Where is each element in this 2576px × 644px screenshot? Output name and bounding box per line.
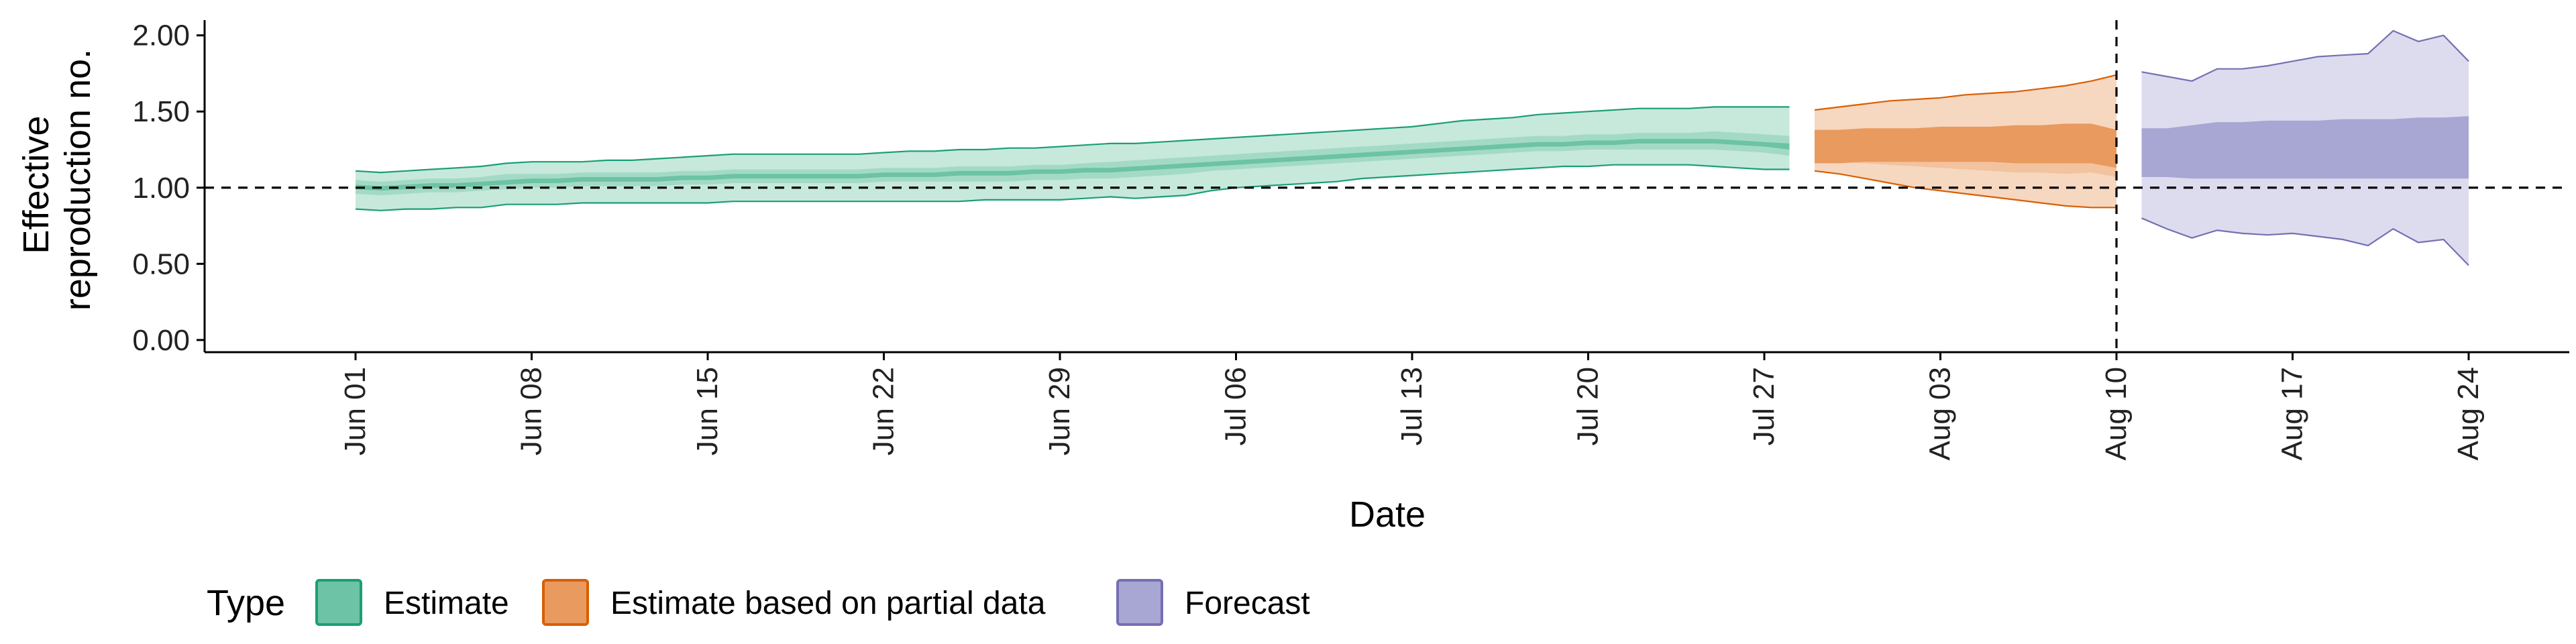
band-layer bbox=[355, 30, 2469, 266]
x-tick-label-11: Aug 17 bbox=[2276, 367, 2309, 460]
x-tick-label-7: Jul 20 bbox=[1572, 367, 1605, 445]
x-tick-label-9: Aug 03 bbox=[1924, 367, 1957, 460]
legend-label-forecast: Forecast bbox=[1185, 586, 1310, 621]
x-tick-label-5: Jul 06 bbox=[1220, 367, 1252, 445]
y-tick-label-3: 1.50 bbox=[132, 95, 190, 128]
reference-layer bbox=[205, 20, 2569, 352]
series-0-upper-edge bbox=[355, 106, 1790, 174]
y-tick-label-0: 0.00 bbox=[132, 324, 190, 357]
legend-key-estimate bbox=[315, 579, 362, 626]
legend-key-partial bbox=[542, 579, 589, 626]
x-tick-label-4: Jun 29 bbox=[1043, 367, 1076, 455]
y-tick-label-2: 1.00 bbox=[132, 172, 190, 205]
y-tick-label-1: 0.50 bbox=[132, 248, 190, 280]
legend: Type Estimate Estimate based on partial … bbox=[207, 579, 1310, 626]
series-2-median-band bbox=[2141, 116, 2469, 179]
y-tick-label-4: 2.00 bbox=[132, 19, 190, 52]
x-tick-layer: Jun 01 Jun 08 Jun 15 Jun 22 Jun 29 Jul 06 Jul … bbox=[339, 352, 2485, 460]
legend-title: Type bbox=[207, 583, 285, 623]
series-2-upper-edge bbox=[2141, 30, 2469, 82]
x-axis-title: Date bbox=[1349, 494, 1426, 535]
x-tick-label-6: Jul 13 bbox=[1395, 367, 1428, 445]
series-0-lower-edge bbox=[355, 164, 1790, 211]
legend-label-partial: Estimate based on partial data bbox=[610, 586, 1046, 621]
series-0-band-90 bbox=[356, 107, 1790, 211]
x-tick-label-12: Aug 24 bbox=[2452, 367, 2485, 460]
series-2-lower-edge bbox=[2141, 217, 2469, 266]
series-1-lower-edge bbox=[1814, 170, 2116, 209]
series-1-upper-edge bbox=[1814, 74, 2117, 111]
y-axis-title-line-2: reproduction no. bbox=[58, 49, 98, 311]
x-tick-label-3: Jun 22 bbox=[867, 367, 900, 455]
x-tick-label-1: Jun 08 bbox=[515, 367, 548, 455]
series-1-median-band bbox=[1815, 123, 2116, 168]
y-tick-layer: 0.00 0.50 1.00 1.50 2.00 bbox=[132, 19, 205, 357]
legend-label-estimate: Estimate bbox=[384, 586, 509, 621]
x-tick-label-2: Jun 15 bbox=[691, 367, 724, 455]
y-axis-title: Effective reproduction no. bbox=[16, 49, 98, 311]
x-tick-label-8: Jul 27 bbox=[1748, 367, 1780, 445]
x-tick-label-0: Jun 01 bbox=[339, 367, 372, 455]
series-0-median-band bbox=[356, 139, 1790, 191]
y-axis-title-line-1: Effective bbox=[16, 115, 56, 254]
x-tick-label-10: Aug 10 bbox=[2100, 367, 2133, 460]
legend-key-forecast bbox=[1116, 579, 1163, 626]
